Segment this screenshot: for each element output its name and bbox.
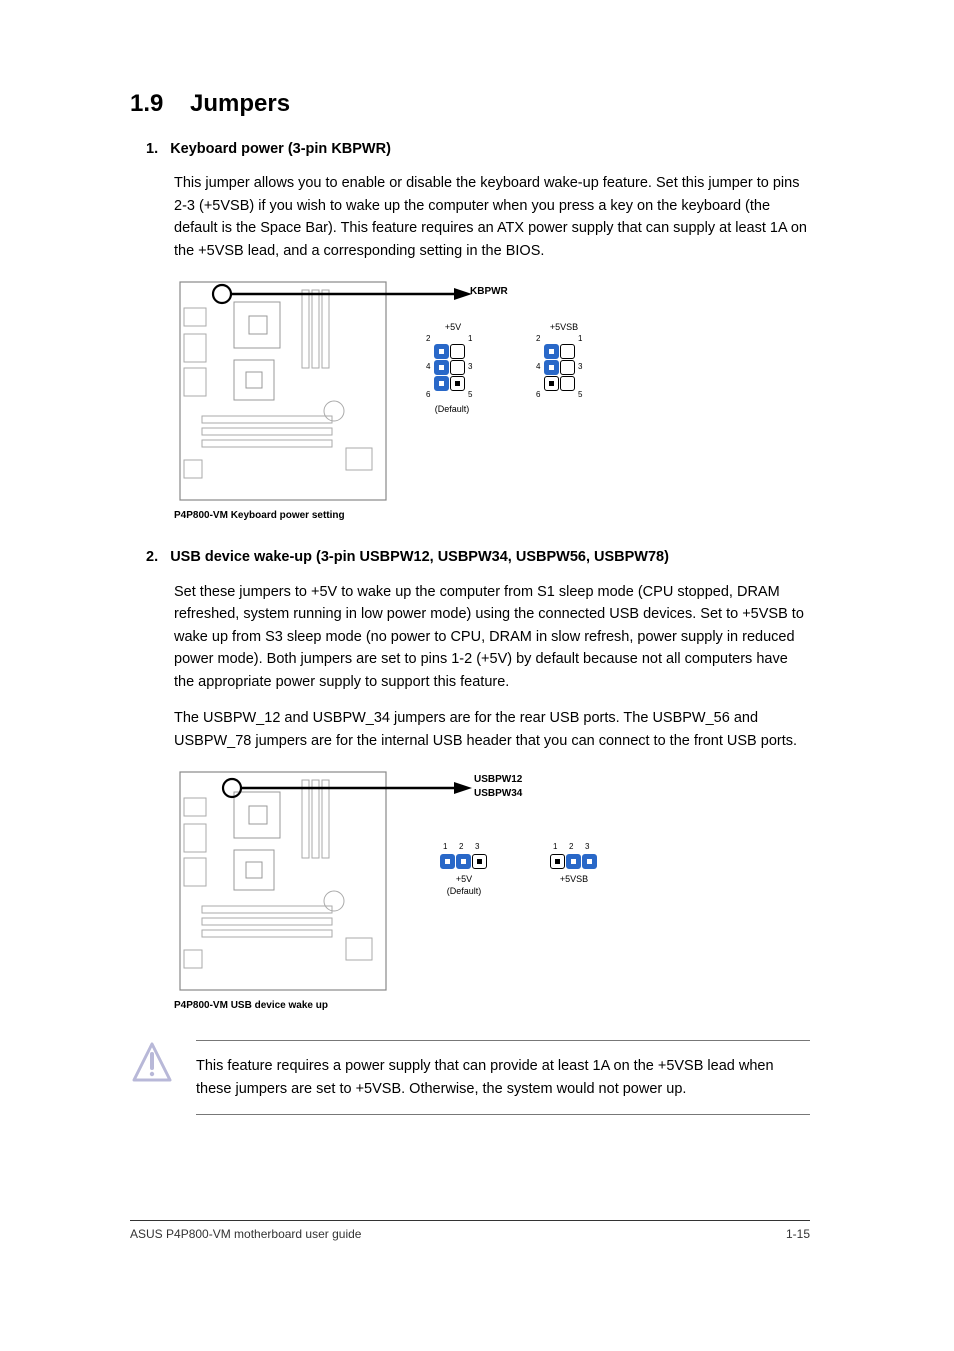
item1-callout: KBPWR: [470, 286, 508, 297]
pinL3: 3: [475, 842, 479, 851]
item2-title: USB device wake-up (3-pin USBPW12, USBPW…: [170, 549, 669, 565]
pin-4r: 4: [536, 362, 540, 371]
item2-callout2: USBPW34: [474, 788, 522, 799]
item1-heading: 1. Keyboard power (3-pin KBPWR): [130, 138, 810, 160]
section-heading: 1.9 Jumpers: [130, 90, 810, 118]
item2-heading: 2. USB device wake-up (3-pin USBPW12, US…: [130, 546, 810, 568]
item1-number: 1.: [146, 141, 158, 157]
pin-5r: 5: [578, 390, 582, 399]
item1-diagram: KBPWR 2 1 4 3 6 5 +5V (Default) 2: [174, 276, 814, 518]
pinL1: 1: [443, 842, 447, 851]
pin-1r: 1: [578, 334, 582, 343]
pinR2: 2: [569, 842, 573, 851]
pin-2r: 2: [536, 334, 540, 343]
item2-jr-top: +5VSB: [546, 874, 602, 885]
pin-2: 2: [426, 334, 430, 343]
pin-5: 5: [468, 390, 472, 399]
section-number: 1.9: [130, 90, 163, 117]
caution-text: This feature requires a power supply tha…: [196, 1040, 810, 1115]
item2-callout1: USBPW12: [474, 774, 522, 785]
page-footer: ASUS P4P800-VM motherboard user guide 1-…: [130, 1220, 810, 1241]
item2-para2: The USBPW_12 and USBPW_34 jumpers are fo…: [130, 707, 810, 752]
caution-icon: [130, 1040, 174, 1084]
item2-number: 2.: [146, 549, 158, 565]
item1-title: Keyboard power (3-pin KBPWR): [170, 141, 391, 157]
motherboard-outline-1: [174, 276, 394, 506]
page-content: 1.9 Jumpers 1. Keyboard power (3-pin KBP…: [130, 90, 810, 1115]
footer-right: 1-15: [786, 1227, 810, 1241]
pinR1: 1: [553, 842, 557, 851]
caution-note: This feature requires a power supply tha…: [130, 1040, 810, 1115]
pin-3: 3: [468, 362, 472, 371]
item2-jl-bot: (Default): [432, 886, 496, 897]
pin-1: 1: [468, 334, 472, 343]
pinR3: 3: [585, 842, 589, 851]
item1-caption: P4P800-VM Keyboard power setting: [174, 510, 345, 521]
arrow-2: [232, 778, 502, 802]
pinL2: 2: [459, 842, 463, 851]
pin-6r: 6: [536, 390, 540, 399]
section-title: Jumpers: [190, 90, 290, 117]
item1-jr-top: +5VSB: [536, 322, 592, 333]
pin-4: 4: [426, 362, 430, 371]
arrow-1: [222, 284, 492, 308]
footer-left: ASUS P4P800-VM motherboard user guide: [130, 1227, 361, 1241]
item1-jl-top: +5V: [428, 322, 478, 333]
item1-para1: This jumper allows you to enable or disa…: [130, 172, 810, 262]
pin-6: 6: [426, 390, 430, 399]
item2-para1: Set these jumpers to +5V to wake up the …: [130, 581, 810, 693]
item2-caption: P4P800-VM USB device wake up: [174, 1000, 328, 1011]
item2-jl-top: +5V: [436, 874, 492, 885]
item1-jl-bot: (Default): [424, 404, 480, 415]
item2-diagram: USBPW12 USBPW34 1 2 3 +5V (Default) 1 2 …: [174, 766, 814, 1012]
pin-3r: 3: [578, 362, 582, 371]
